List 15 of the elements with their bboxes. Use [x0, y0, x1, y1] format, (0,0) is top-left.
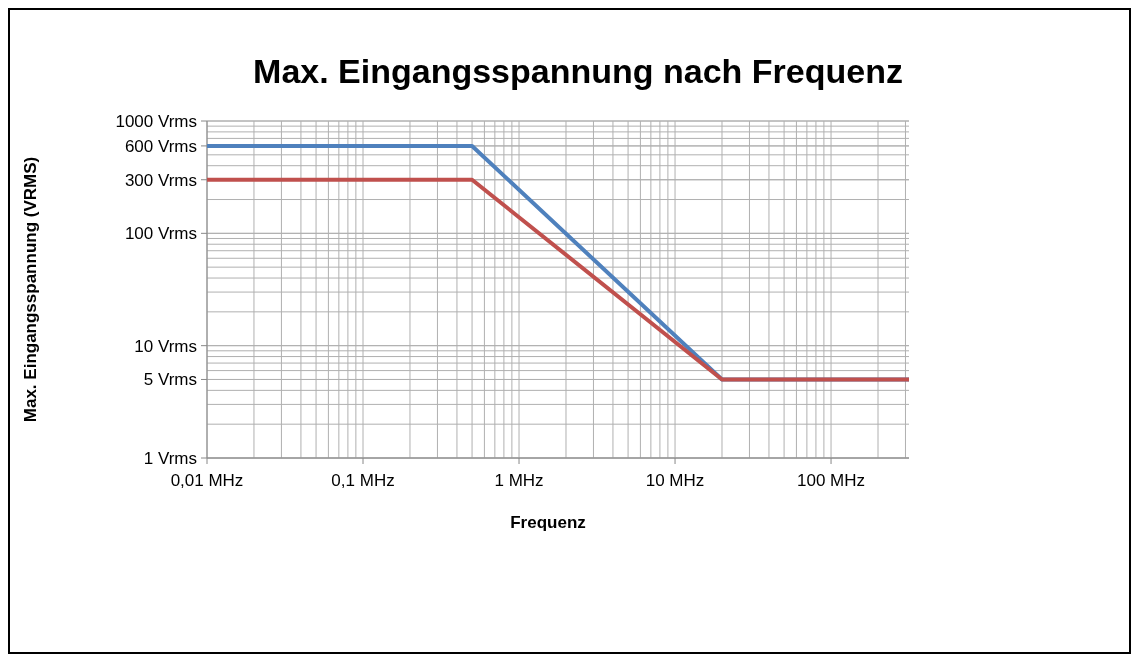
- y-axis-title: Max. Eingangsspannung (VRMS): [21, 156, 40, 423]
- x-tick-label: 1 MHz: [494, 471, 544, 490]
- y-tick-label: 600 Vrms: [124, 136, 197, 156]
- x-tick-label: 0,1 MHz: [331, 471, 395, 490]
- x-tick-label: 10 MHz: [645, 471, 705, 490]
- chart-title: Max. Eingangsspannung nach Frequenz: [253, 52, 903, 90]
- y-tick-label: 10 Vrms: [134, 336, 197, 356]
- y-tick-label: 5 Vrms: [143, 370, 197, 390]
- x-tick-label: 100 MHz: [797, 471, 866, 490]
- x-tick-label: 0,01 MHz: [170, 471, 244, 490]
- y-tick-label: 1 Vrms: [143, 448, 197, 468]
- y-tick-label: 1000 Vrms: [115, 111, 197, 131]
- y-tick-label: 100 Vrms: [124, 224, 197, 244]
- y-tick-label: 300 Vrms: [124, 170, 197, 190]
- x-axis-title: Frequenz: [510, 513, 586, 532]
